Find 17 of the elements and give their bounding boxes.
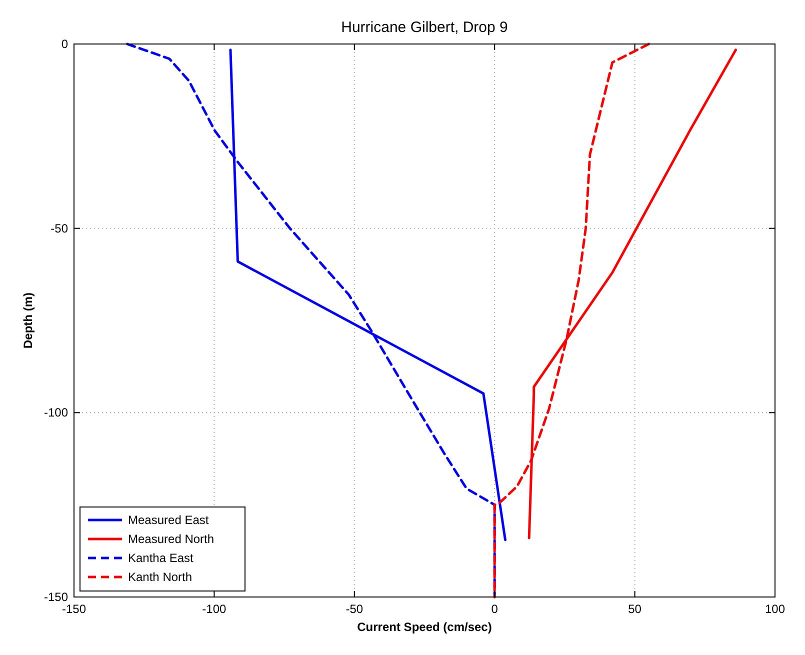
legend-label: Measured East — [128, 513, 210, 527]
legend-label: Kantha East — [128, 551, 194, 565]
legend-label: Kanth North — [128, 570, 192, 584]
x-tick-label: 100 — [764, 602, 786, 616]
x-tick-label: 50 — [628, 602, 642, 616]
x-tick-label: -50 — [346, 602, 364, 616]
chart-title: Hurricane Gilbert, Drop 9 — [341, 19, 508, 36]
y-tick-label: -150 — [44, 590, 68, 604]
x-tick-label: 0 — [491, 602, 498, 616]
x-tick-label: -100 — [202, 602, 227, 616]
y-tick-label: 0 — [61, 37, 68, 51]
y-tick-label: -50 — [50, 221, 68, 236]
legend-label: Measured North — [128, 532, 214, 546]
x-tick-label: -150 — [62, 602, 86, 616]
x-axis-title: Current Speed (cm/sec) — [357, 620, 492, 634]
y-tick-label: -100 — [44, 406, 68, 420]
y-axis-title: Depth (m) — [21, 292, 35, 348]
